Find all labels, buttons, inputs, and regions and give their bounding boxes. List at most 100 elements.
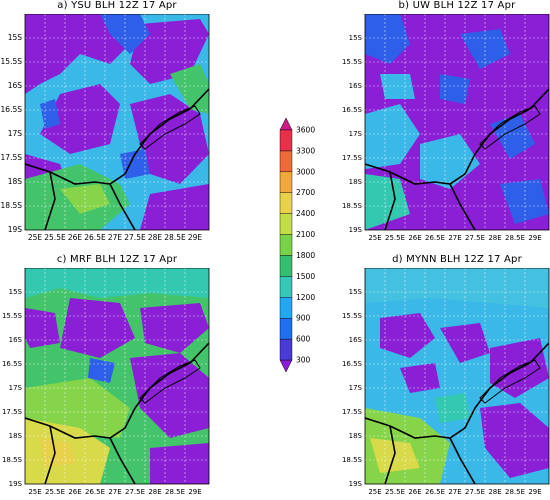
- panel-a: a) YSU BLH 12Z 17 Apr: [0, 0, 230, 245]
- lon-label: 26E: [408, 488, 421, 496]
- lat-label: 18.5S: [1, 201, 23, 210]
- lon-label: 27.5E: [465, 234, 485, 242]
- colorbar-segment: [279, 338, 293, 361]
- lon-label: 25.5E: [44, 233, 66, 242]
- map-ysu: 15S 15.5S 16S 16.5S 17S 17.5S 18S 18.5S …: [1, 14, 210, 242]
- colorbar-segment: [279, 234, 293, 256]
- colorbar-segment: [279, 276, 293, 298]
- lat-label: 16.5S: [2, 360, 23, 368]
- lat-label: 15S: [349, 288, 363, 296]
- lon-label: 27E: [448, 234, 461, 242]
- lat-label: 17.5S: [2, 408, 23, 416]
- lat-label: 17S: [349, 384, 363, 392]
- lat-label: 15.5S: [1, 57, 23, 66]
- lon-label: 29E: [528, 234, 541, 242]
- lat-label: 17.5S: [1, 153, 23, 162]
- panel-title: d) MYNN BLH 12Z 17 Apr: [392, 254, 522, 265]
- lon-label: 28.5E: [505, 488, 525, 496]
- lat-label: 18S: [349, 432, 363, 440]
- map-mynn: 15S 15.5S 16S 16.5S 17S 17.5S 18S 18.5S …: [342, 268, 550, 496]
- panel-b: b) UW BLH 12Z 17 Apr: [340, 0, 550, 245]
- lat-label: 15.5S: [342, 312, 363, 320]
- lat-label: 18.5S: [2, 456, 23, 464]
- lat-label: 16.5S: [342, 360, 363, 368]
- lon-label: 26.5E: [85, 488, 105, 496]
- lat-label: 17S: [349, 130, 363, 138]
- lon-label: 25.5E: [385, 234, 405, 242]
- lon-label: 29E: [188, 488, 201, 496]
- lon-label: 28E: [488, 488, 501, 496]
- lon-label: 29E: [188, 233, 203, 242]
- lat-label: 18S: [8, 177, 23, 186]
- lon-label: 27.5E: [125, 488, 145, 496]
- lat-label: 19S: [349, 226, 363, 234]
- lat-label: 17S: [9, 384, 23, 392]
- colorbar-segment: [279, 297, 293, 319]
- lat-label: 15S: [349, 34, 363, 42]
- lon-label: 26.5E: [425, 488, 445, 496]
- colorbar: 300 600 900 1200 1500 1800 2100 2400 2700 3000 330…: [279, 117, 315, 373]
- lat-label: 18S: [9, 432, 23, 440]
- colorbar-tick-label: 300: [296, 356, 311, 365]
- panel-c: c) MRF BLH 12Z 17 Apr: [0, 254, 230, 499]
- lat-label: 18.5S: [342, 202, 363, 210]
- lon-label: 26E: [68, 488, 81, 496]
- lon-label: 25.5E: [45, 488, 65, 496]
- panel-title: c) MRF BLH 12Z 17 Apr: [56, 254, 178, 265]
- lat-label: 15.5S: [342, 58, 363, 66]
- lat-label: 16S: [349, 82, 363, 90]
- lon-label: 28.5E: [164, 233, 186, 242]
- colorbar-tick-label: 3600: [296, 126, 315, 135]
- colorbar-tick-label: 2100: [296, 230, 315, 239]
- lon-label: 26.5E: [425, 234, 445, 242]
- lat-label: 15S: [8, 33, 23, 42]
- colorbar-segment: [279, 213, 293, 235]
- colorbar-tick-label: 900: [296, 314, 311, 323]
- colorbar-segment: [279, 171, 293, 193]
- lat-label: 16S: [8, 81, 23, 90]
- lat-label: 17.5S: [342, 408, 363, 416]
- colorbar-tick-label: 2700: [296, 188, 315, 197]
- lat-label: 18S: [349, 178, 363, 186]
- lon-label: 28.5E: [505, 234, 525, 242]
- lon-label: 27E: [448, 488, 461, 496]
- map-mrf: 15S 15.5S 16S 16.5S 17S 17.5S 18S 18.5S …: [2, 268, 210, 496]
- lon-label: 28E: [488, 234, 501, 242]
- colorbar-segment: [279, 150, 293, 173]
- lon-label: 27.5E: [124, 233, 146, 242]
- lon-label: 27E: [108, 233, 123, 242]
- lon-label: 28.5E: [165, 488, 185, 496]
- lat-label: 16S: [9, 336, 23, 344]
- lat-label: 16S: [349, 336, 363, 344]
- panel-title: b) UW BLH 12Z 17 Apr: [398, 0, 516, 11]
- colorbar-tick-label: 1200: [296, 293, 315, 302]
- colorbar-tick-label: 1500: [296, 272, 315, 281]
- colorbar-labels: 300 600 900 1200 1500 1800 2100 2400 2700 3000 330…: [296, 126, 315, 365]
- colorbar-tick-label: 2400: [296, 209, 315, 218]
- lat-label: 19S: [8, 225, 23, 234]
- colorbar-segments: [279, 117, 293, 373]
- colorbar-tick-label: 3000: [296, 167, 315, 176]
- lat-label: 16.5S: [342, 106, 363, 114]
- lon-label: 25E: [28, 233, 43, 242]
- lon-label: 28E: [148, 488, 161, 496]
- lon-label: 25E: [28, 488, 41, 496]
- lon-label: 25.5E: [385, 488, 405, 496]
- lon-label: 25E: [368, 488, 381, 496]
- lat-label: 15S: [9, 288, 23, 296]
- lat-label: 19S: [9, 480, 23, 488]
- lon-label: 29E: [528, 488, 541, 496]
- panel-d: d) MYNN BLH 12Z 17 Apr: [340, 254, 550, 499]
- map-uw: 15S 15.5S 16S 16.5S 17S 17.5S 18S 18.5S …: [342, 14, 550, 242]
- lon-label: 28E: [148, 233, 163, 242]
- colorbar-segment: [279, 317, 293, 340]
- lat-label: 17.5S: [342, 154, 363, 162]
- lon-label: 26E: [68, 233, 83, 242]
- panel-title: a) YSU BLH 12Z 17 Apr: [57, 0, 177, 11]
- lat-label: 19S: [349, 480, 363, 488]
- lat-label: 16.5S: [1, 105, 23, 114]
- colorbar-segment: [279, 192, 293, 214]
- lat-label: 15.5S: [2, 312, 23, 320]
- colorbar-min-triangle: [279, 359, 293, 373]
- colorbar-segment: [279, 255, 293, 277]
